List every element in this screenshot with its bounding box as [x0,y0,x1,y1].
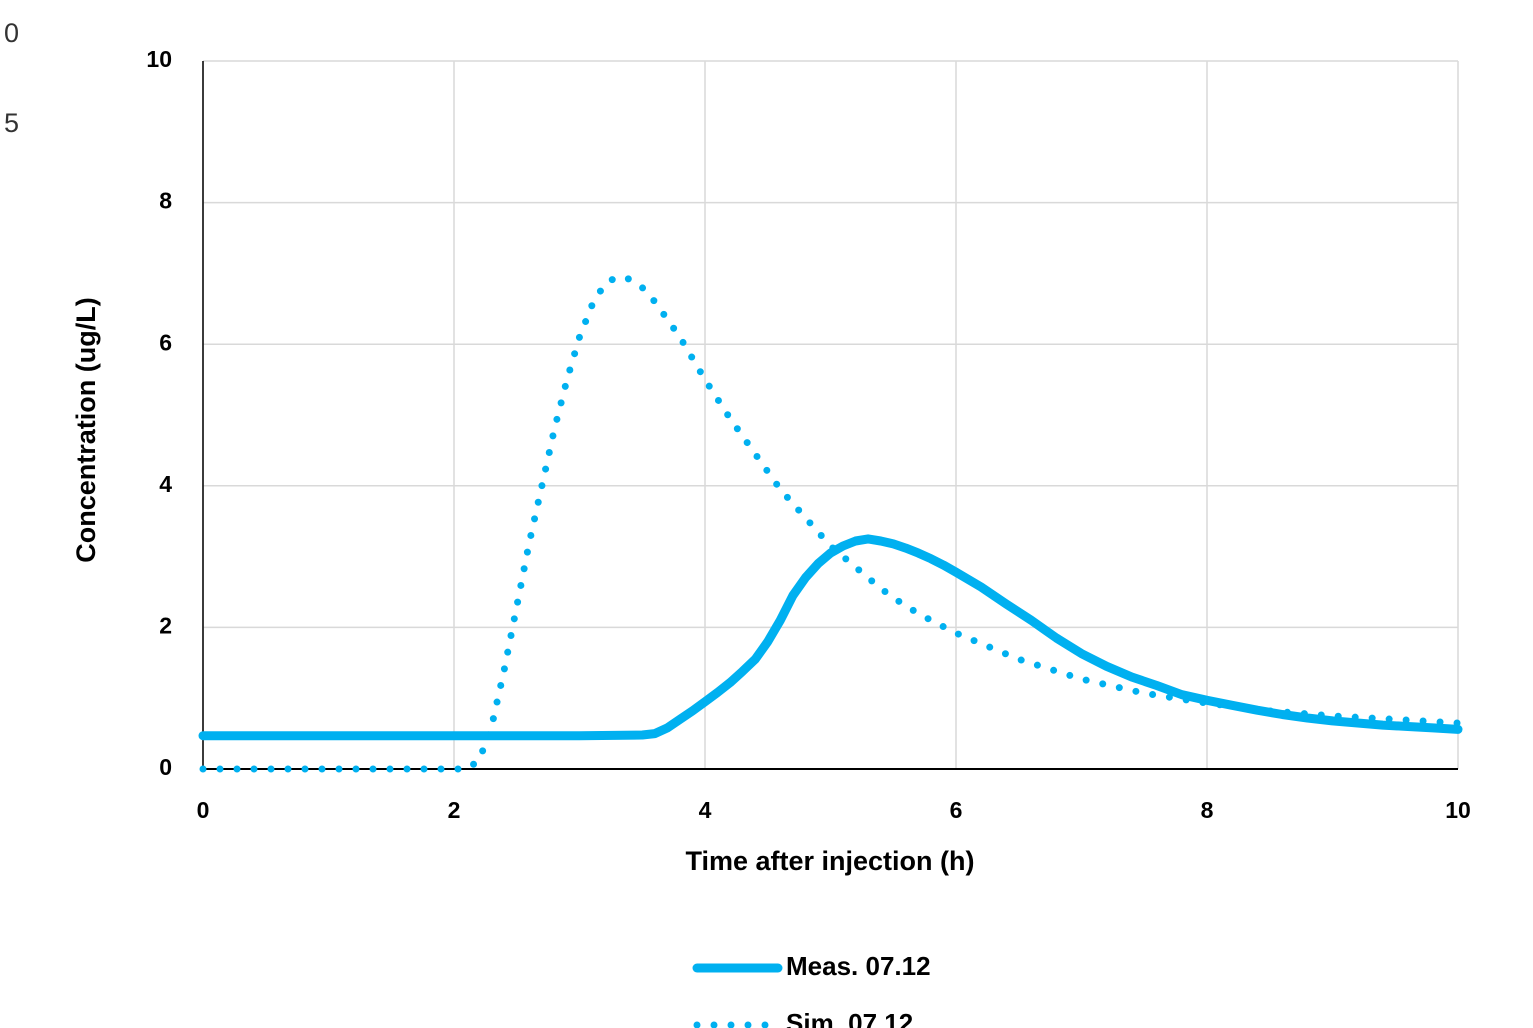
y-tick-label: 6 [159,329,172,355]
y-tick-label: 8 [159,188,172,214]
x-tick-label: 2 [448,797,461,823]
legend-label: Sim. 07.12 [786,1008,913,1028]
stray-label: 0 [4,18,19,48]
y-tick-label: 2 [159,612,172,638]
x-tick-label: 10 [1445,797,1471,823]
data-line [198,534,1463,741]
stray-label: 5 [4,108,19,138]
data-line [199,273,1462,773]
y-tick-label: 4 [159,471,172,497]
y-axis-title: Concentration (ug/L) [71,297,101,562]
legend-label: Meas. 07.12 [786,951,931,981]
x-tick-label: 0 [197,797,210,823]
x-tick-label: 8 [1201,797,1214,823]
y-tick-label: 0 [159,754,172,780]
x-axis-title: Time after injection (h) [685,846,974,876]
x-tick-label: 4 [699,797,712,823]
x-tick-label: 6 [950,797,963,823]
y-tick-label: 10 [146,46,172,72]
